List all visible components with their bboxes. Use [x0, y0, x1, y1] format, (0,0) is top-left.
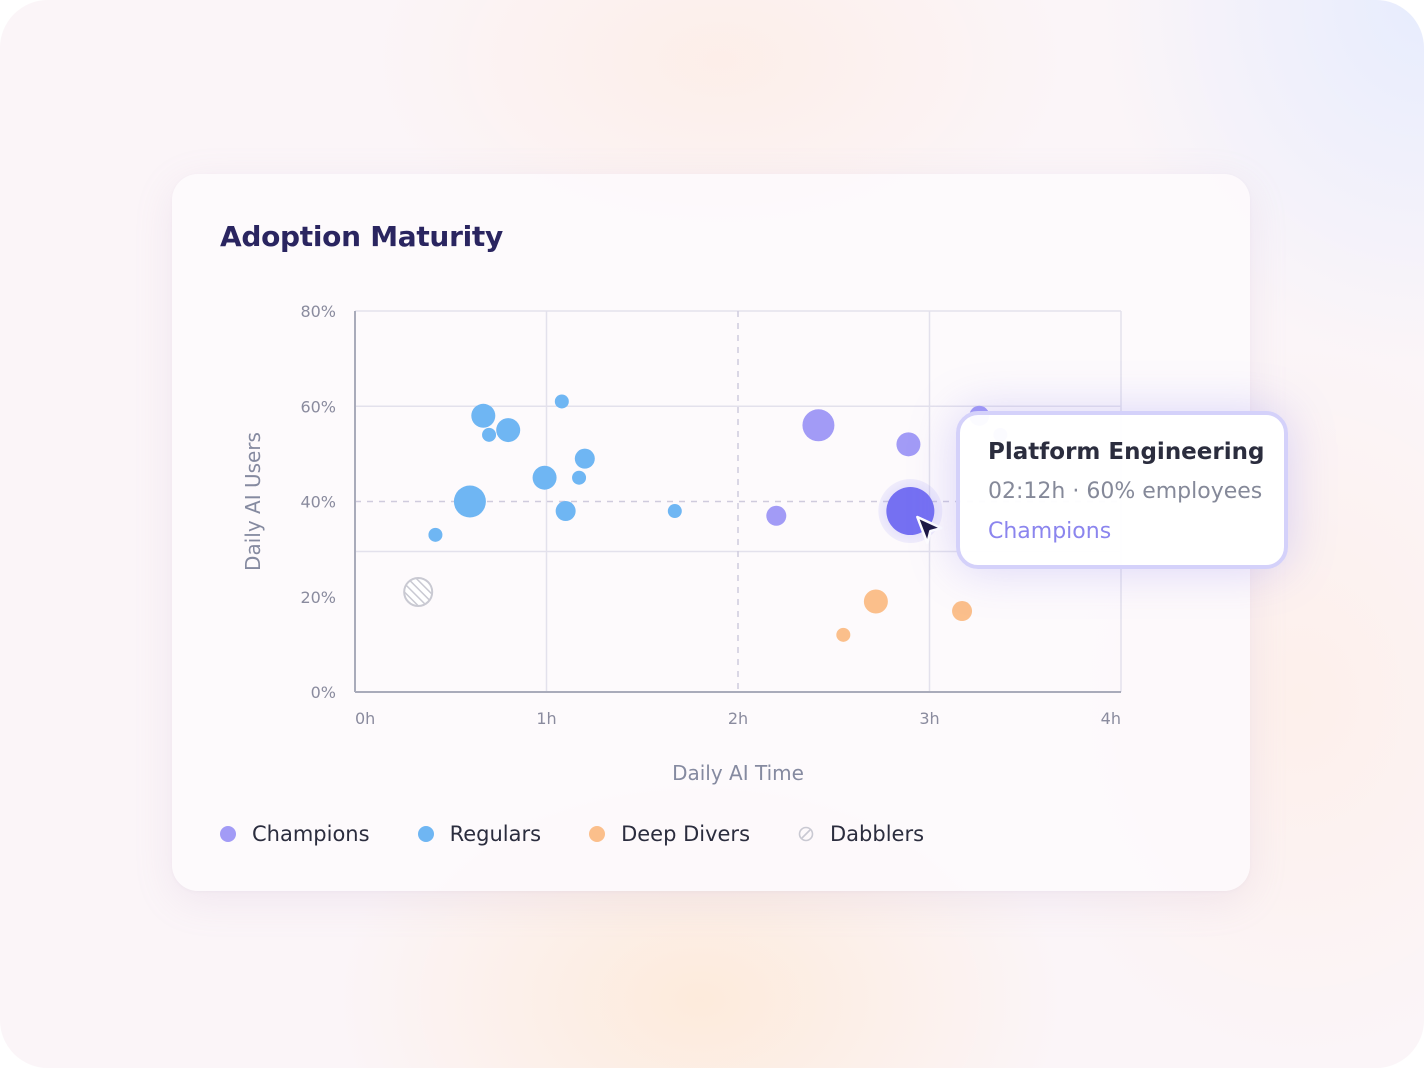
x-tick-label: 3h	[919, 709, 939, 728]
y-axis-title: Daily AI Users	[241, 432, 265, 571]
data-point-champions[interactable]	[766, 505, 787, 526]
deep-divers-dot-icon	[589, 826, 606, 842]
legend-label: Champions	[252, 822, 370, 846]
data-point-deep-divers[interactable]	[836, 627, 851, 642]
chart-legend: Champions Regulars Deep Divers Dabblers	[220, 822, 972, 846]
legend-item-dabblers[interactable]: Dabblers	[798, 822, 924, 846]
champions-dot-icon	[220, 826, 236, 842]
cursor	[916, 515, 943, 545]
y-tick-label: 0%	[311, 683, 336, 702]
x-tick-label: 2h	[728, 709, 748, 728]
tooltip-metrics: 02:12h · 60% employees	[988, 479, 1263, 504]
data-point-regulars[interactable]	[667, 504, 682, 519]
data-point-regulars[interactable]	[496, 418, 521, 443]
data-point-regulars[interactable]	[482, 427, 497, 442]
y-tick-label: 40%	[300, 493, 336, 512]
data-point-deep-divers[interactable]	[952, 601, 973, 622]
card-title: Adoption Maturity	[220, 220, 503, 253]
data-point-regulars[interactable]	[532, 465, 557, 490]
mouse-cursor-icon	[916, 515, 943, 545]
y-tick-label: 20%	[300, 588, 336, 607]
axes	[354, 311, 1121, 693]
data-point-regulars[interactable]	[471, 403, 496, 428]
legend-item-champions[interactable]: Champions	[220, 822, 370, 846]
data-point-regulars[interactable]	[574, 448, 595, 469]
x-axis-title: Daily AI Time	[672, 761, 804, 785]
data-point-champions[interactable]	[802, 409, 835, 442]
data-point-champions[interactable]	[896, 432, 921, 457]
legend-item-regulars[interactable]: Regulars	[417, 822, 542, 846]
legend-label: Deep Divers	[621, 822, 751, 846]
tooltip-team-name: Platform Engineering	[988, 439, 1265, 465]
data-point-regulars[interactable]	[428, 527, 443, 542]
legend-item-deep-divers[interactable]: Deep Divers	[589, 822, 750, 846]
data-point-tooltip: Platform Engineering 02:12h · 60% employ…	[956, 411, 1288, 569]
data-point-regulars[interactable]	[453, 485, 486, 518]
axis-titles: Daily AI Time Daily AI Users	[241, 432, 804, 785]
dabblers-hatched-icon	[798, 826, 814, 842]
data-point-deep-divers[interactable]	[863, 589, 888, 614]
data-point-regulars[interactable]	[555, 501, 576, 522]
scatter-chart: 0h 1h 2h 3h 4h0%20%40%60%80% Daily AI TimeDa…	[241, 302, 1122, 785]
adoption-maturity-card: Adoption Maturity 0h 1h 2h 3h 4h 0% 20% 40% 60% 8…	[172, 174, 1288, 891]
x-tick-label: 1h	[536, 709, 556, 728]
y-tick-label: 60%	[300, 397, 336, 416]
x-tick-label: 4h	[1101, 709, 1121, 728]
data-point-regulars[interactable]	[572, 470, 587, 485]
regulars-dot-icon	[417, 826, 434, 842]
tick-labels: 0h 1h 2h 3h 4h 0% 20% 40% 60% 80%	[300, 302, 1121, 728]
legend-label: Dabblers	[830, 822, 925, 846]
data-point-regulars[interactable]	[554, 394, 569, 409]
y-tick-label: 80%	[300, 302, 336, 321]
data-point-dabblers[interactable]	[403, 576, 434, 607]
legend-label: Regulars	[449, 822, 542, 846]
x-tick-label: 0h	[355, 709, 375, 728]
tooltip-segment: Champions	[988, 519, 1112, 544]
